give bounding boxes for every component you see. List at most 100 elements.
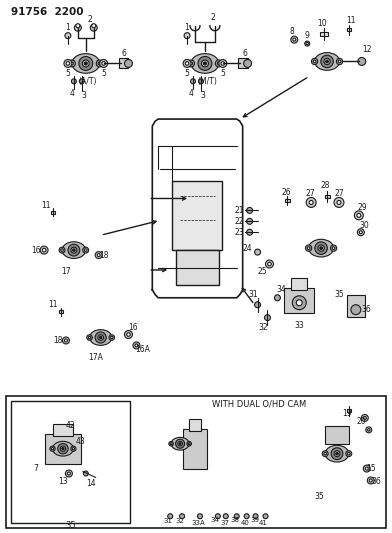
Circle shape: [315, 242, 327, 254]
Circle shape: [76, 24, 80, 28]
Text: 2: 2: [211, 13, 215, 22]
Circle shape: [291, 36, 298, 43]
Text: 25: 25: [258, 268, 267, 277]
Circle shape: [100, 336, 102, 338]
Text: 15: 15: [366, 464, 376, 473]
Circle shape: [247, 207, 252, 213]
Circle shape: [201, 60, 209, 67]
Text: 26: 26: [281, 188, 291, 197]
Circle shape: [72, 448, 74, 450]
Circle shape: [170, 443, 172, 445]
Text: 91756  2200: 91756 2200: [11, 7, 84, 17]
Circle shape: [331, 448, 343, 459]
Text: 43: 43: [76, 437, 86, 446]
Circle shape: [84, 249, 87, 252]
Circle shape: [185, 62, 189, 65]
Bar: [291, 278, 307, 290]
Circle shape: [265, 314, 270, 321]
Bar: [11, 401, 131, 523]
Circle shape: [219, 60, 227, 67]
Circle shape: [191, 79, 196, 84]
Text: 16A: 16A: [135, 345, 150, 354]
Circle shape: [305, 41, 310, 46]
Circle shape: [198, 56, 212, 70]
Text: 9: 9: [305, 31, 310, 40]
Circle shape: [358, 58, 366, 66]
Bar: [347, 295, 365, 317]
Ellipse shape: [325, 445, 349, 462]
Circle shape: [326, 60, 328, 63]
Circle shape: [168, 514, 172, 519]
Circle shape: [351, 305, 361, 314]
Bar: [325, 426, 349, 444]
Text: 36: 36: [361, 305, 371, 314]
Circle shape: [363, 416, 366, 419]
Text: 10: 10: [317, 19, 327, 28]
Circle shape: [307, 247, 310, 249]
Circle shape: [169, 441, 173, 446]
Circle shape: [69, 60, 75, 67]
Text: 36: 36: [372, 477, 381, 486]
Ellipse shape: [309, 239, 334, 257]
Circle shape: [336, 58, 343, 64]
Circle shape: [88, 336, 91, 338]
Circle shape: [111, 336, 113, 338]
Circle shape: [332, 247, 335, 249]
Text: 34: 34: [211, 517, 219, 523]
Text: 11: 11: [48, 300, 58, 309]
Circle shape: [247, 229, 252, 235]
Circle shape: [176, 439, 185, 448]
Circle shape: [71, 79, 76, 84]
Circle shape: [359, 231, 362, 234]
Circle shape: [179, 443, 181, 445]
Text: 33A: 33A: [191, 520, 205, 526]
Circle shape: [215, 514, 220, 519]
Circle shape: [321, 55, 333, 68]
Text: 17A: 17A: [88, 353, 103, 362]
Text: 8: 8: [290, 27, 295, 36]
Circle shape: [265, 260, 274, 268]
Text: 39: 39: [250, 517, 259, 523]
Text: 37: 37: [220, 520, 229, 526]
Text: 40: 40: [240, 520, 249, 526]
Circle shape: [309, 200, 313, 205]
Text: 11: 11: [346, 16, 356, 25]
Text: (A/T): (A/T): [78, 77, 97, 86]
Circle shape: [365, 467, 368, 470]
Text: 1: 1: [185, 23, 189, 32]
Text: 22: 22: [235, 217, 245, 226]
Circle shape: [58, 443, 68, 454]
Circle shape: [306, 198, 316, 207]
Circle shape: [357, 213, 361, 217]
Circle shape: [79, 56, 93, 70]
Bar: [183, 429, 207, 469]
Circle shape: [188, 443, 190, 445]
Circle shape: [64, 60, 72, 67]
Text: 42: 42: [66, 422, 76, 430]
Text: 16: 16: [129, 323, 138, 332]
Circle shape: [322, 451, 328, 457]
Circle shape: [61, 249, 64, 252]
Ellipse shape: [72, 54, 100, 73]
Circle shape: [97, 254, 100, 256]
Circle shape: [338, 60, 341, 63]
Circle shape: [215, 60, 222, 67]
Text: 5: 5: [185, 69, 189, 78]
Text: 5: 5: [220, 69, 225, 78]
Bar: [118, 59, 129, 68]
Circle shape: [187, 441, 191, 446]
Circle shape: [221, 62, 225, 65]
Circle shape: [324, 58, 330, 64]
Circle shape: [127, 333, 130, 336]
Circle shape: [71, 446, 76, 451]
Text: 41: 41: [259, 520, 268, 526]
Text: 35: 35: [65, 521, 76, 530]
Circle shape: [68, 244, 80, 256]
Circle shape: [363, 465, 370, 472]
Text: 32: 32: [176, 518, 185, 524]
Text: 30: 30: [359, 221, 369, 230]
Circle shape: [84, 62, 87, 65]
Circle shape: [203, 62, 207, 65]
Text: 13: 13: [58, 477, 68, 486]
Ellipse shape: [53, 441, 73, 456]
